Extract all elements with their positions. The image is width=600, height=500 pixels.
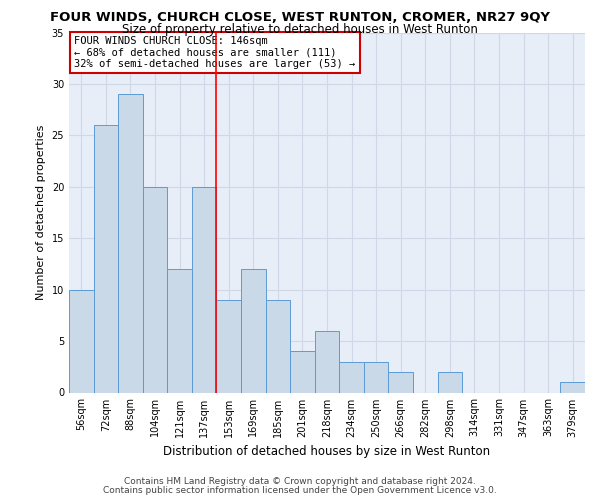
Text: Contains HM Land Registry data © Crown copyright and database right 2024.: Contains HM Land Registry data © Crown c…: [124, 477, 476, 486]
Bar: [364, 362, 388, 392]
Bar: [339, 362, 364, 392]
Bar: [241, 269, 266, 392]
Bar: [118, 94, 143, 392]
Bar: [167, 269, 192, 392]
Bar: [437, 372, 462, 392]
Bar: [315, 331, 339, 392]
Bar: [143, 187, 167, 392]
Y-axis label: Number of detached properties: Number of detached properties: [36, 125, 46, 300]
Bar: [266, 300, 290, 392]
Bar: [192, 187, 217, 392]
Text: Contains public sector information licensed under the Open Government Licence v3: Contains public sector information licen…: [103, 486, 497, 495]
Text: Size of property relative to detached houses in West Runton: Size of property relative to detached ho…: [122, 22, 478, 36]
Text: FOUR WINDS CHURCH CLOSE: 146sqm
← 68% of detached houses are smaller (111)
32% o: FOUR WINDS CHURCH CLOSE: 146sqm ← 68% of…: [74, 36, 355, 70]
Bar: [69, 290, 94, 393]
Text: FOUR WINDS, CHURCH CLOSE, WEST RUNTON, CROMER, NR27 9QY: FOUR WINDS, CHURCH CLOSE, WEST RUNTON, C…: [50, 11, 550, 24]
Bar: [217, 300, 241, 392]
Bar: [560, 382, 585, 392]
Bar: [94, 125, 118, 392]
X-axis label: Distribution of detached houses by size in West Runton: Distribution of detached houses by size …: [163, 445, 491, 458]
Bar: [290, 352, 315, 393]
Bar: [388, 372, 413, 392]
